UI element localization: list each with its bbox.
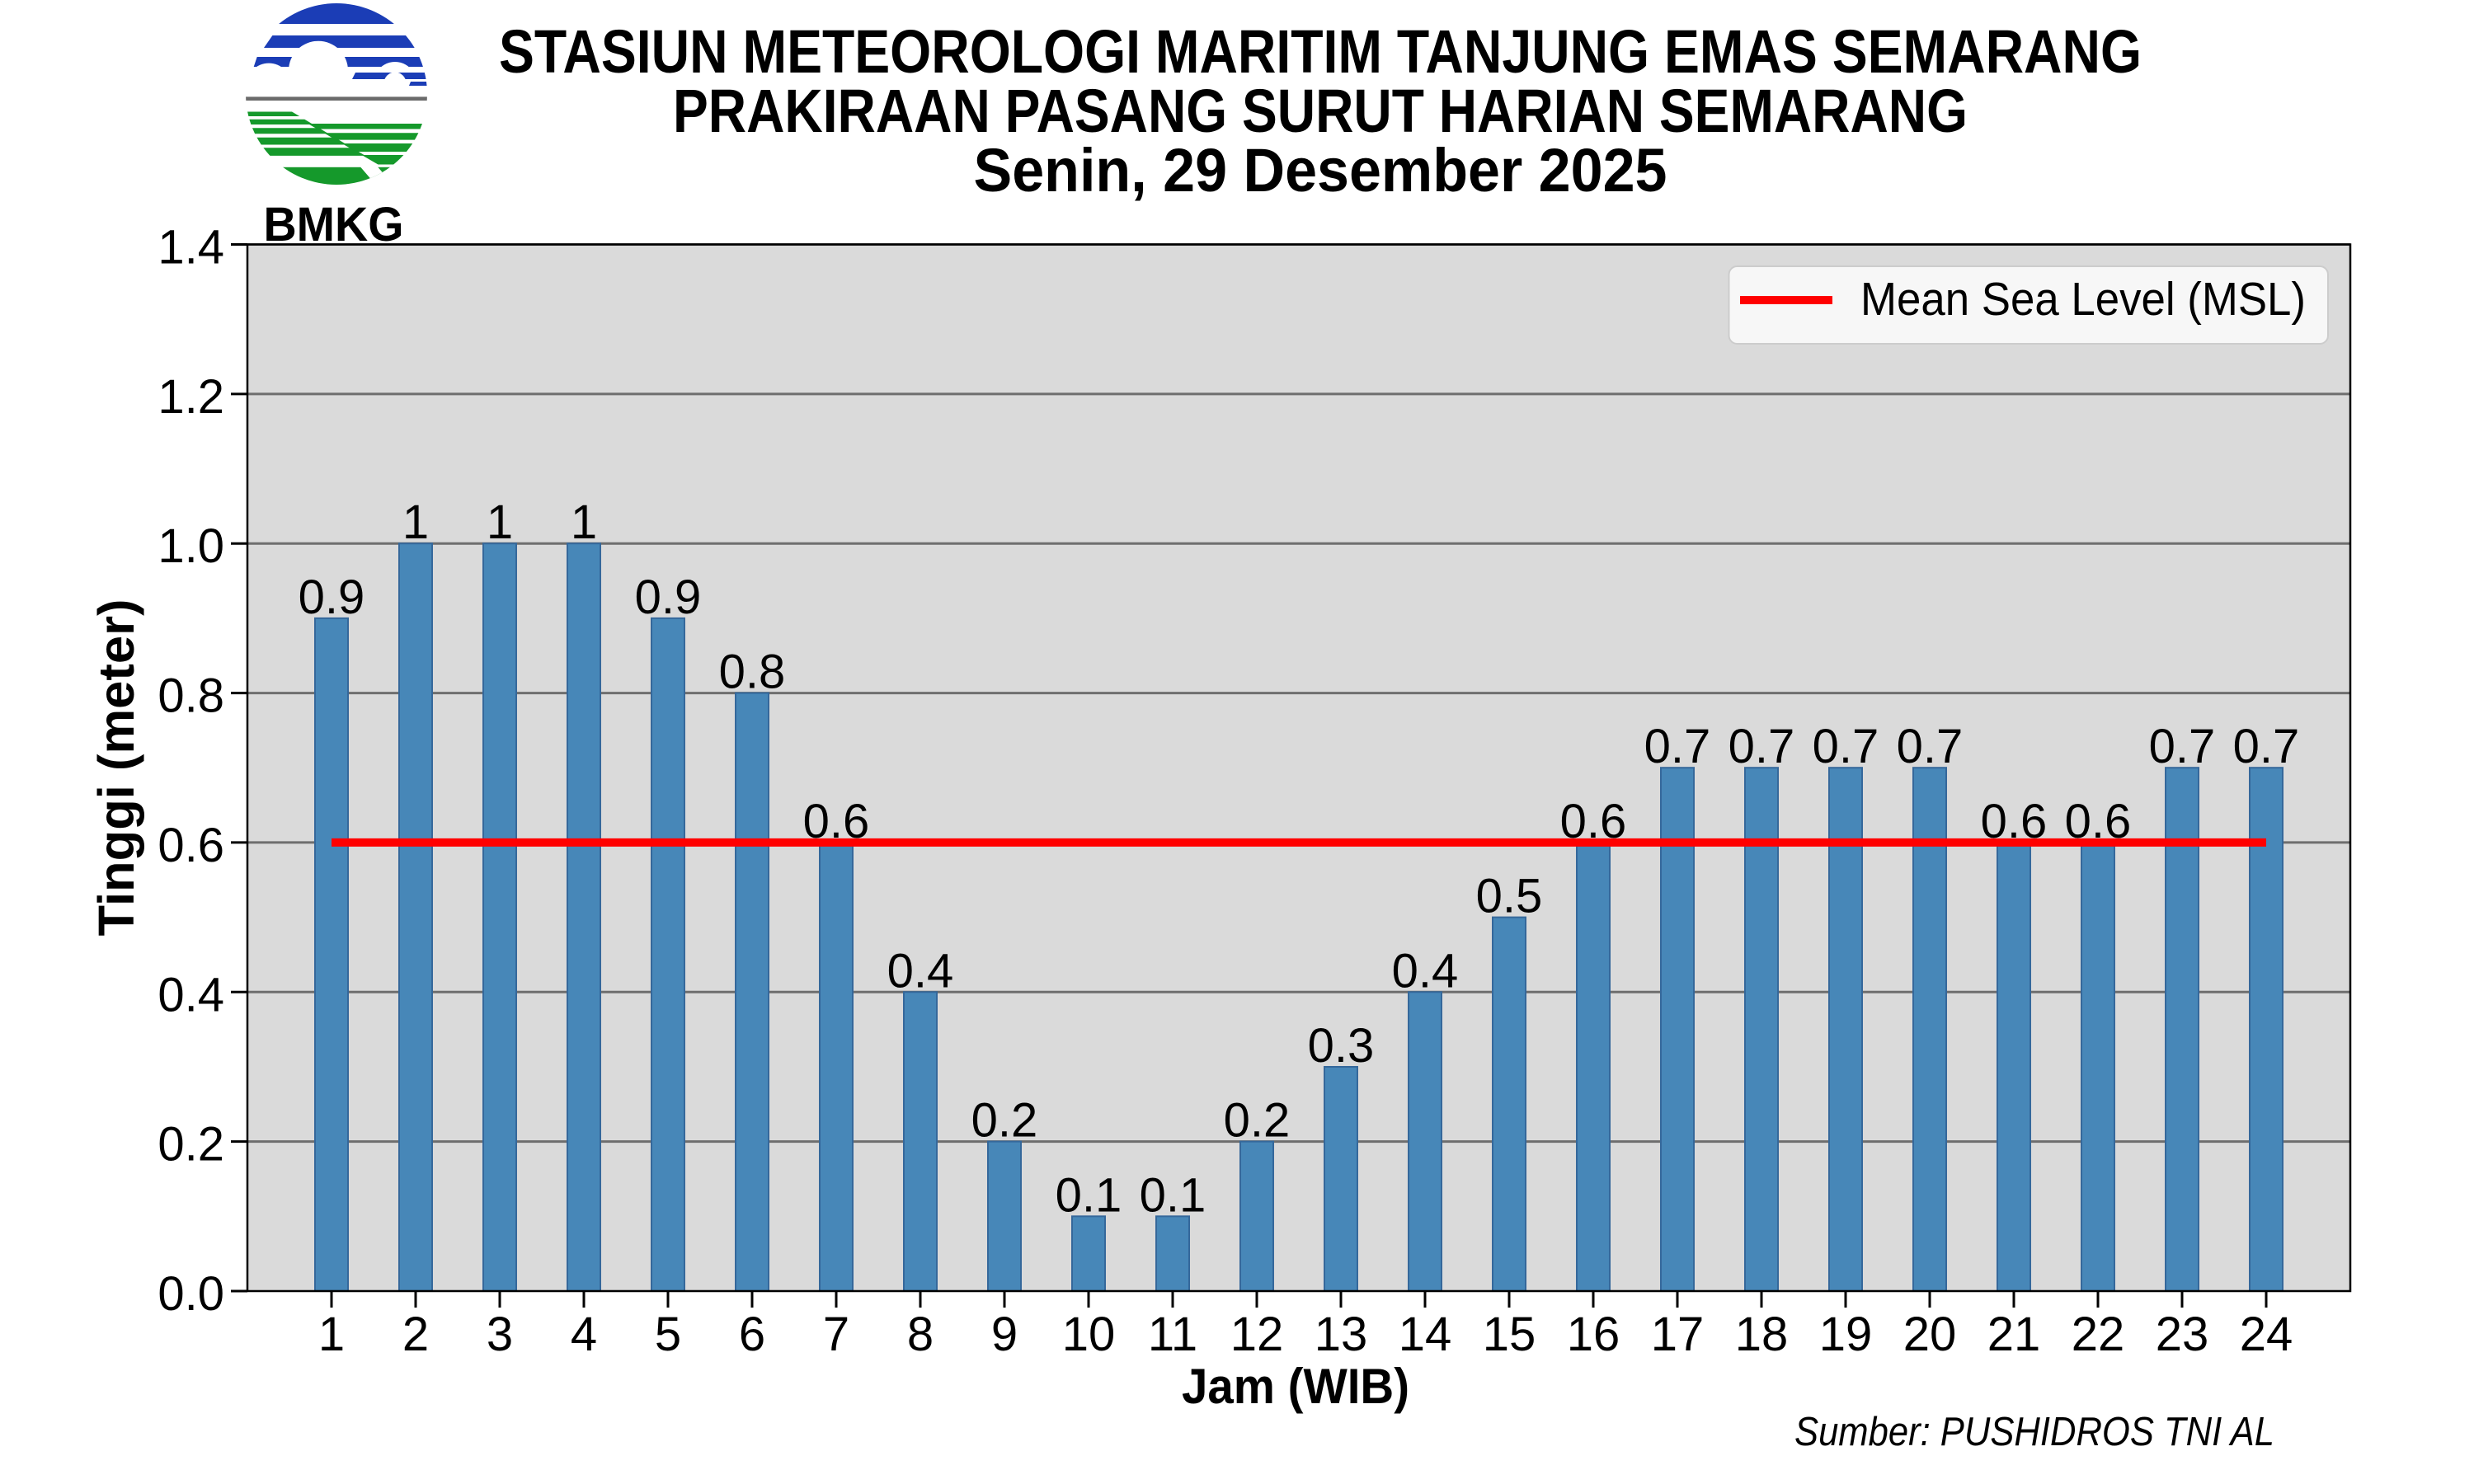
svg-text:20: 20 bbox=[1903, 1308, 1957, 1361]
svg-text:12: 12 bbox=[1230, 1308, 1284, 1361]
svg-text:0.8: 0.8 bbox=[719, 646, 786, 699]
svg-text:0.3: 0.3 bbox=[1308, 1019, 1375, 1073]
svg-text:4: 4 bbox=[571, 1308, 597, 1361]
svg-text:0.7: 0.7 bbox=[2149, 720, 2216, 773]
svg-text:16: 16 bbox=[1567, 1308, 1620, 1361]
svg-text:0.6: 0.6 bbox=[158, 819, 224, 872]
svg-text:Sumber: PUSHIDROS TNI AL: Sumber: PUSHIDROS TNI AL bbox=[1794, 1410, 2274, 1454]
svg-text:0.6: 0.6 bbox=[1560, 795, 1627, 848]
svg-text:3: 3 bbox=[487, 1308, 513, 1361]
svg-text:1.4: 1.4 bbox=[158, 221, 224, 275]
svg-text:0.0: 0.0 bbox=[158, 1267, 224, 1321]
svg-text:1.2: 1.2 bbox=[158, 370, 224, 424]
svg-text:6: 6 bbox=[739, 1308, 765, 1361]
svg-text:2: 2 bbox=[402, 1308, 429, 1361]
svg-text:0.2: 0.2 bbox=[971, 1094, 1038, 1148]
svg-text:7: 7 bbox=[823, 1308, 849, 1361]
svg-text:8: 8 bbox=[907, 1308, 934, 1361]
svg-text:0.7: 0.7 bbox=[1644, 720, 1711, 773]
svg-text:19: 19 bbox=[1819, 1308, 1873, 1361]
svg-text:1: 1 bbox=[318, 1308, 345, 1361]
svg-text:0.6: 0.6 bbox=[2065, 795, 2132, 848]
svg-text:0.6: 0.6 bbox=[803, 795, 870, 848]
svg-text:13: 13 bbox=[1315, 1308, 1368, 1361]
svg-text:18: 18 bbox=[1735, 1308, 1789, 1361]
svg-text:0.7: 0.7 bbox=[2233, 720, 2300, 773]
svg-text:0.2: 0.2 bbox=[158, 1118, 224, 1172]
svg-text:Senin, 29 Desember 2025: Senin, 29 Desember 2025 bbox=[974, 136, 1667, 204]
svg-text:23: 23 bbox=[2156, 1308, 2209, 1361]
svg-text:1: 1 bbox=[402, 495, 429, 549]
svg-text:Tinggi (meter): Tinggi (meter) bbox=[88, 599, 144, 937]
svg-text:17: 17 bbox=[1651, 1308, 1705, 1361]
svg-text:0.7: 0.7 bbox=[1729, 720, 1795, 773]
svg-text:0.8: 0.8 bbox=[158, 669, 224, 723]
svg-text:21: 21 bbox=[1987, 1308, 2041, 1361]
svg-text:BMKG: BMKG bbox=[264, 198, 404, 251]
svg-text:14: 14 bbox=[1399, 1308, 1452, 1361]
svg-text:PRAKIRAAN PASANG SURUT HARIAN: PRAKIRAAN PASANG SURUT HARIAN SEMARANG bbox=[673, 77, 1968, 145]
svg-text:15: 15 bbox=[1483, 1308, 1536, 1361]
svg-text:0.4: 0.4 bbox=[1392, 944, 1459, 998]
svg-text:1.0: 1.0 bbox=[158, 519, 224, 573]
svg-text:5: 5 bbox=[655, 1308, 681, 1361]
svg-text:0.2: 0.2 bbox=[1224, 1094, 1291, 1148]
svg-text:Mean Sea Level (MSL): Mean Sea Level (MSL) bbox=[1860, 273, 2306, 326]
svg-text:0.1: 0.1 bbox=[1140, 1168, 1206, 1222]
svg-text:0.5: 0.5 bbox=[1476, 870, 1543, 923]
svg-text:0.9: 0.9 bbox=[299, 571, 365, 624]
svg-text:1: 1 bbox=[487, 495, 513, 549]
svg-text:1: 1 bbox=[571, 495, 597, 549]
svg-text:10: 10 bbox=[1062, 1308, 1116, 1361]
svg-text:Jam (WIB): Jam (WIB) bbox=[1182, 1359, 1409, 1414]
svg-text:11: 11 bbox=[1148, 1308, 1197, 1361]
svg-text:22: 22 bbox=[2072, 1308, 2125, 1361]
svg-text:0.7: 0.7 bbox=[1813, 720, 1879, 773]
svg-text:0.4: 0.4 bbox=[887, 944, 954, 998]
svg-text:0.4: 0.4 bbox=[158, 968, 224, 1021]
svg-text:9: 9 bbox=[991, 1308, 1018, 1361]
svg-text:STASIUN METEOROLOGI MARITIM TA: STASIUN METEOROLOGI MARITIM TANJUNG EMAS… bbox=[499, 17, 2142, 86]
svg-text:24: 24 bbox=[2240, 1308, 2293, 1361]
svg-text:0.7: 0.7 bbox=[1897, 720, 1964, 773]
svg-text:0.1: 0.1 bbox=[1056, 1168, 1122, 1222]
svg-text:0.9: 0.9 bbox=[635, 571, 702, 624]
svg-text:0.6: 0.6 bbox=[1981, 795, 2048, 848]
